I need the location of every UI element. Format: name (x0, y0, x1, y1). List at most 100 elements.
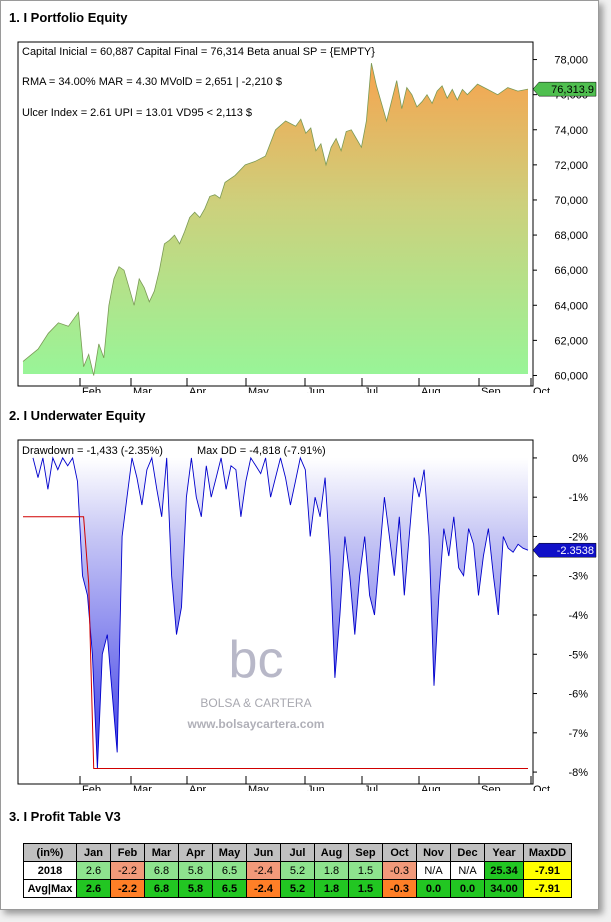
y-tick-label: -6% (568, 689, 588, 701)
table-cell: -2.2 (110, 861, 145, 880)
table-cell: N/A (450, 861, 485, 880)
equity-line (22, 63, 529, 376)
x-tick-label: Jul (364, 784, 378, 791)
x-tick-label: Aug (421, 386, 441, 393)
header-cell: Aug (314, 843, 349, 862)
y-tick-label: 0% (572, 453, 588, 465)
underwater-section-title: 2. I Underwater Equity (9, 408, 146, 423)
table-cell-maxdd: -7.91 (523, 861, 572, 880)
x-tick-label: Feb (82, 784, 101, 791)
x-tick-label: Mar (133, 784, 152, 791)
table-cell: 1.8 (314, 861, 349, 880)
bolsa-cartera-watermark: bc BOLSA & CARTERA www.bolsaycartera.com (187, 631, 325, 731)
x-tick-label: Mar (133, 386, 152, 393)
y-tick-label: 60,000 (554, 370, 588, 382)
x-tick-label: Apr (189, 386, 206, 393)
table-cell: -0.3 (382, 879, 417, 898)
table-cell: 5.8 (178, 879, 213, 898)
y-tick-label: 66,000 (554, 265, 588, 277)
table-cell: -0.3 (382, 861, 417, 880)
header-cell: Nov (416, 843, 451, 862)
y-tick-label: -3% (568, 571, 588, 583)
x-tick-label: Oct (533, 386, 550, 393)
y-tick-label: -7% (568, 728, 588, 740)
y-tick-label: 64,000 (554, 300, 588, 312)
equity-annotation-1: Capital Inicial = 60,887 Capital Final =… (22, 46, 375, 58)
x-tick-label: Jul (364, 386, 378, 393)
x-tick-label: Apr (189, 784, 206, 791)
table-cell: -2.4 (246, 879, 281, 898)
watermark-logo: bc (229, 631, 284, 689)
table-cell: 6.5 (212, 861, 247, 880)
maxdd-line (23, 516, 528, 769)
last-value-label: 76,313.9 (551, 84, 594, 96)
table-cell: 5.8 (178, 861, 213, 880)
equity-area (23, 63, 528, 376)
y-tick-label: -1% (568, 492, 588, 504)
drawdown-line (32, 456, 529, 769)
drawdown-annotation: Drawdown = -1,433 (-2.35%) (22, 445, 163, 457)
header-cell: Jul (280, 843, 315, 862)
y-tick-label: -2% (568, 531, 588, 543)
y-tick-label: -8% (568, 767, 588, 779)
table-cell: 6.5 (212, 879, 247, 898)
table-cell: -2.2 (110, 879, 145, 898)
table-row: 2018 2.6 -2.2 6.8 5.8 6.5 -2.4 5.2 1.8 1… (23, 861, 572, 880)
table-cell: 2.6 (76, 879, 111, 898)
table-cell-maxdd: -7.91 (523, 879, 572, 898)
row-label: Avg|Max (23, 879, 77, 898)
table-cell: 5.2 (280, 861, 315, 880)
watermark-url: www.bolsaycartera.com (187, 717, 325, 731)
x-tick-label: Oct (533, 784, 550, 791)
header-cell: Jan (76, 843, 111, 862)
table-cell: N/A (416, 861, 451, 880)
x-tick-label: Jun (307, 386, 325, 393)
equity-annotation-2: RMA = 34.00% MAR = 4.30 MVolD = 2,651 | … (22, 76, 282, 88)
y-tick-label: 68,000 (554, 230, 588, 242)
drawdown-area (33, 457, 528, 769)
last-value-marker (532, 81, 597, 97)
table-cell: 6.8 (144, 861, 179, 880)
header-cell: May (212, 843, 247, 862)
x-tick-label: Sep (481, 784, 501, 791)
x-tick-label: Sep (481, 386, 501, 393)
table-cell: 1.8 (314, 879, 349, 898)
x-tick-label: May (248, 784, 269, 791)
equity-annotation-3: Ulcer Index = 2.61 UPI = 13.01 VD95 < 2,… (22, 107, 252, 119)
underwater-chart: bc BOLSA & CARTERA www.bolsaycartera.com… (17, 439, 597, 791)
profit-table: (in%) Jan Feb Mar Apr May Jun Jul Aug Se… (23, 843, 572, 898)
y-tick-label: 72,000 (554, 160, 588, 172)
y-tick-label: -4% (568, 610, 588, 622)
header-cell: Apr (178, 843, 213, 862)
x-tick-label: Aug (421, 784, 441, 791)
x-tick-label: Jun (307, 784, 325, 791)
y-tick-label: 74,000 (554, 125, 588, 137)
table-cell: 2.6 (76, 861, 111, 880)
table-row: Avg|Max 2.6 -2.2 6.8 5.8 6.5 -2.4 5.2 1.… (23, 879, 572, 898)
watermark-name: BOLSA & CARTERA (200, 696, 311, 710)
y-tick-label: 70,000 (554, 195, 588, 207)
table-cell: 1.5 (348, 861, 383, 880)
x-tick-label: Feb (82, 386, 101, 393)
header-cell: Mar (144, 843, 179, 862)
header-cell: Sep (348, 843, 383, 862)
header-cell: Year (484, 843, 524, 862)
table-cell: -2.4 (246, 861, 281, 880)
last-value-label: -2.3538 (557, 545, 594, 557)
x-tick-label: May (248, 386, 269, 393)
table-cell: 0.0 (450, 879, 485, 898)
header-cell: Feb (110, 843, 145, 862)
report-frame: 1. I Portfolio Equity Feb Mar Apr May Jun Jul… (0, 0, 599, 910)
y-tick-label: -5% (568, 649, 588, 661)
equity-section-title: 1. I Portfolio Equity (9, 10, 128, 25)
y-tick-label: 62,000 (554, 335, 588, 347)
header-cell: Dec (450, 843, 485, 862)
header-cell: (in%) (23, 843, 77, 862)
last-value-marker (532, 542, 597, 558)
y-tick-label: 78,000 (554, 55, 588, 67)
table-cell-year: 34.00 (484, 879, 524, 898)
header-cell: Jun (246, 843, 281, 862)
table-cell: 5.2 (280, 879, 315, 898)
profit-table-header: (in%) Jan Feb Mar Apr May Jun Jul Aug Se… (23, 843, 572, 862)
